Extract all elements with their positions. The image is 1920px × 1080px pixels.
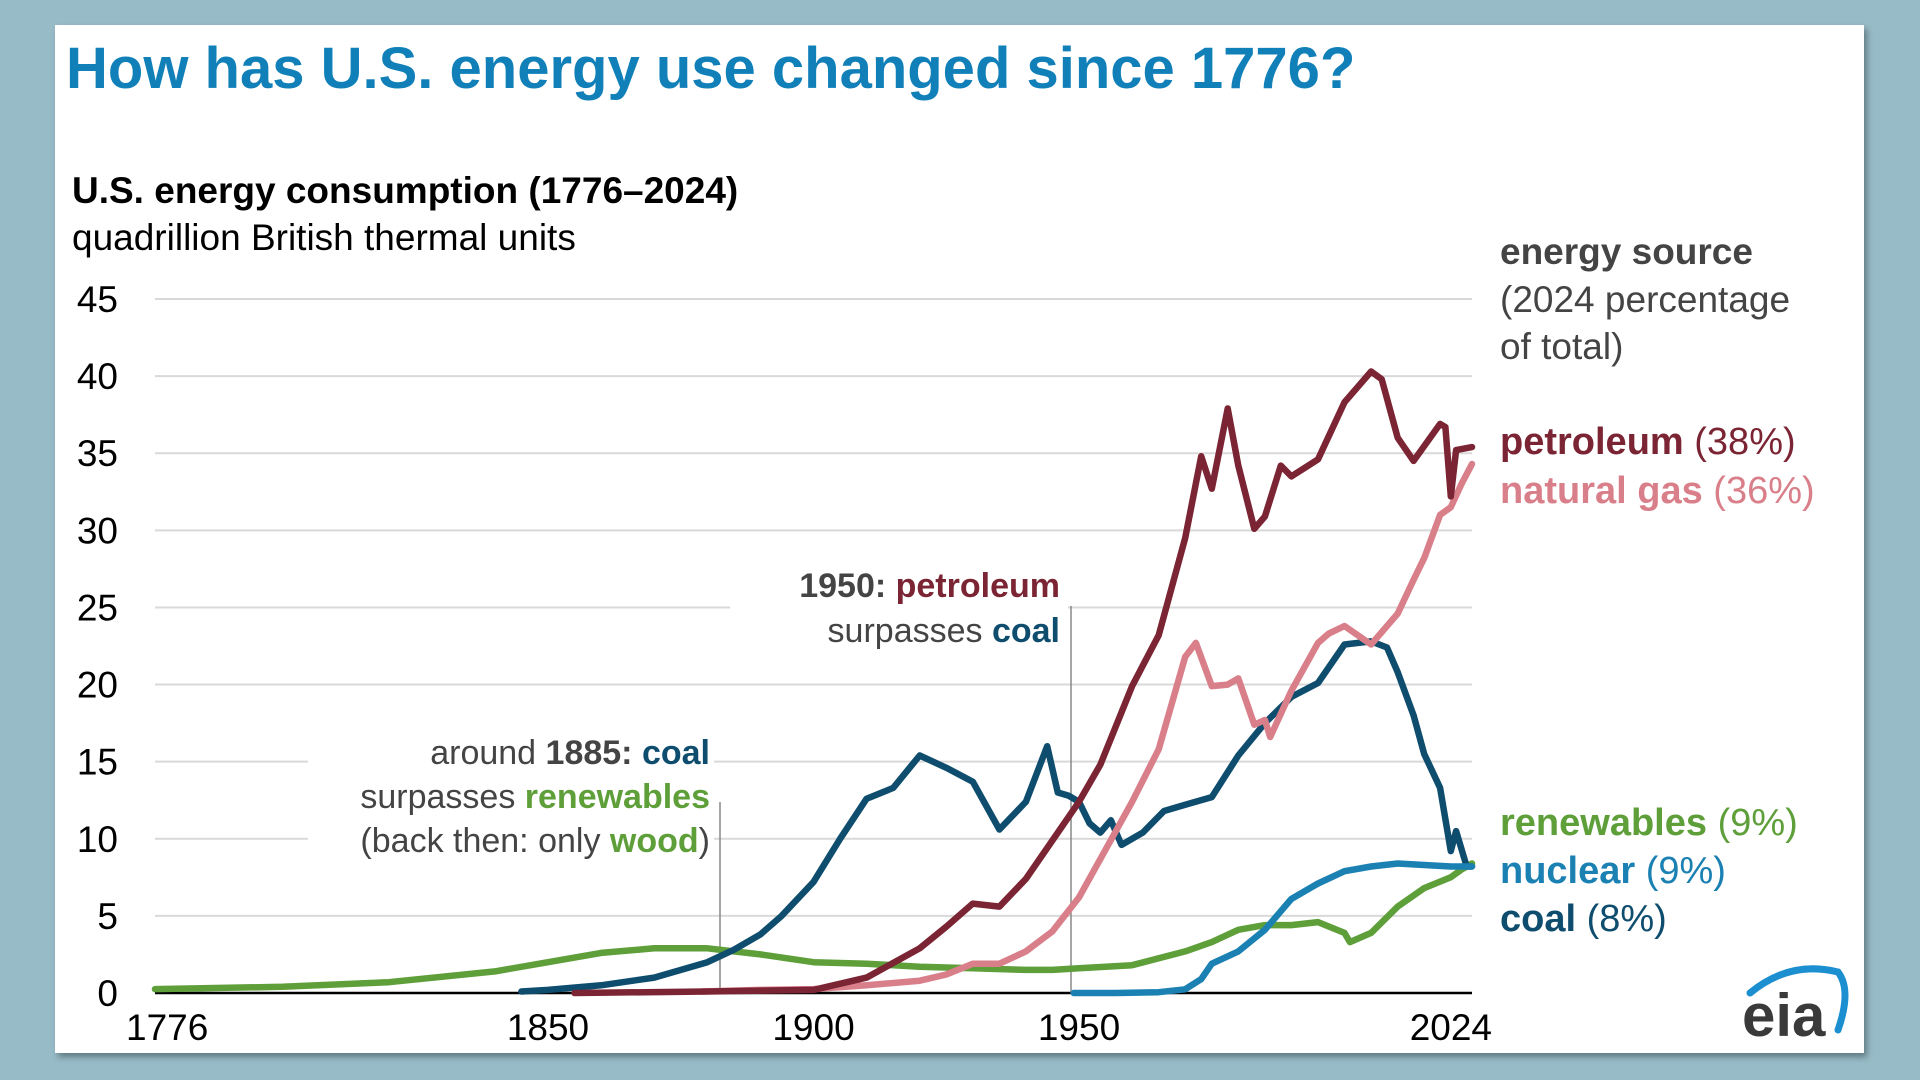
y-tick-label: 45	[77, 279, 118, 320]
y-tick-label: 10	[77, 819, 118, 860]
y-tick-label: 15	[77, 742, 118, 783]
y-tick-label: 25	[77, 587, 118, 628]
legend-label: coal	[1500, 898, 1576, 940]
x-tick-label: 1950	[1038, 1007, 1120, 1048]
gridlines	[155, 298, 1472, 995]
page-title: How has U.S. energy use changed since 17…	[66, 36, 1355, 101]
annotation-line: (back then: only wood)	[360, 822, 710, 860]
eia-logo: eia	[1742, 965, 1849, 1049]
annotation-leader-lines	[719, 606, 1072, 993]
legend-item-natural-gas: natural gas (36%)	[1500, 470, 1815, 512]
y-tick-label: 5	[97, 896, 118, 937]
chart-card	[55, 25, 1864, 1053]
annotation-segment: around	[430, 734, 545, 772]
y-tick-label: 0	[97, 973, 118, 1014]
legend-title: (2024 percentage	[1500, 279, 1790, 320]
annotation-background	[730, 565, 1068, 615]
annotation-segment: petroleum	[886, 567, 1060, 605]
y-axis-ticks: 0 5 10 15 20 25 30 35 40 45	[77, 279, 118, 1014]
legend-spacer	[1684, 421, 1695, 463]
eia-swoosh-icon	[1746, 965, 1849, 1034]
legend-item-nuclear: nuclear (9%)	[1500, 850, 1726, 892]
legend-spacer	[1635, 850, 1646, 892]
x-tick-label: 1776	[126, 1007, 208, 1048]
x-tick-label: 1850	[507, 1007, 589, 1048]
legend-share: (9%)	[1646, 850, 1726, 892]
annotation-line: surpasses coal	[828, 612, 1060, 650]
legend-item-renewables: renewables (9%)	[1500, 802, 1798, 844]
series-line-natural-gas	[698, 460, 1476, 995]
legend-spacer	[1576, 898, 1587, 940]
series-line-renewables	[151, 860, 1476, 993]
legend-label: renewables	[1500, 802, 1707, 844]
y-tick-label: 40	[77, 356, 118, 397]
annotation-segment: coal	[633, 734, 710, 772]
annotation-segment: (back then: only	[360, 822, 609, 860]
series-line-coal	[518, 638, 1476, 995]
y-tick-label: 20	[77, 665, 118, 706]
y-tick-label: 35	[77, 433, 118, 474]
legend-spacer	[1707, 802, 1718, 844]
logo-text: eia	[1742, 982, 1826, 1049]
legend-share: (36%)	[1713, 470, 1814, 512]
y-tick-label: 30	[77, 510, 118, 551]
legend-item-petroleum: petroleum (38%)	[1500, 421, 1796, 463]
annotation-background	[308, 742, 714, 854]
x-tick-label: 1900	[772, 1007, 854, 1048]
annotation-line: 1950: petroleum	[799, 567, 1060, 605]
legend-share: (38%)	[1694, 421, 1795, 463]
annotation-segment: surpasses	[828, 612, 992, 650]
annotation-segment: surpasses	[360, 778, 524, 816]
annotation-segment: renewables	[525, 778, 710, 816]
chart-title: U.S. energy consumption (1776–2024)	[72, 170, 738, 211]
legend-title: energy source	[1500, 231, 1753, 272]
legend-share: (9%)	[1718, 802, 1798, 844]
series-lines	[151, 368, 1476, 997]
x-tick-label: 2024	[1410, 1007, 1492, 1048]
legend-label: nuclear	[1500, 850, 1635, 892]
series-line-nuclear	[1070, 860, 1476, 997]
legend-title: of total)	[1500, 326, 1623, 367]
legend: energy source (2024 percentage of total) re…	[1500, 231, 1815, 940]
annotation-line: surpasses renewables	[360, 778, 710, 816]
annotation-line: around 1885: coal	[430, 734, 710, 772]
x-axis-ticks: 1776 1850 1900 1950 2024	[126, 1007, 1492, 1048]
legend-label: petroleum	[1500, 421, 1684, 463]
annotation-segment: wood	[609, 822, 699, 860]
annotation-segment: 1885:	[546, 734, 633, 772]
legend-share: (8%)	[1587, 898, 1667, 940]
annotation-segment: 1950:	[799, 567, 886, 605]
annotation-segment: )	[699, 822, 710, 860]
series-line-petroleum	[571, 368, 1476, 997]
annotation-segment: coal	[992, 612, 1060, 650]
legend-item-coal: coal (8%)	[1500, 898, 1667, 940]
legend-spacer	[1703, 470, 1714, 512]
legend-label: natural gas	[1500, 470, 1703, 512]
chart-subtitle: quadrillion British thermal units	[72, 217, 576, 258]
